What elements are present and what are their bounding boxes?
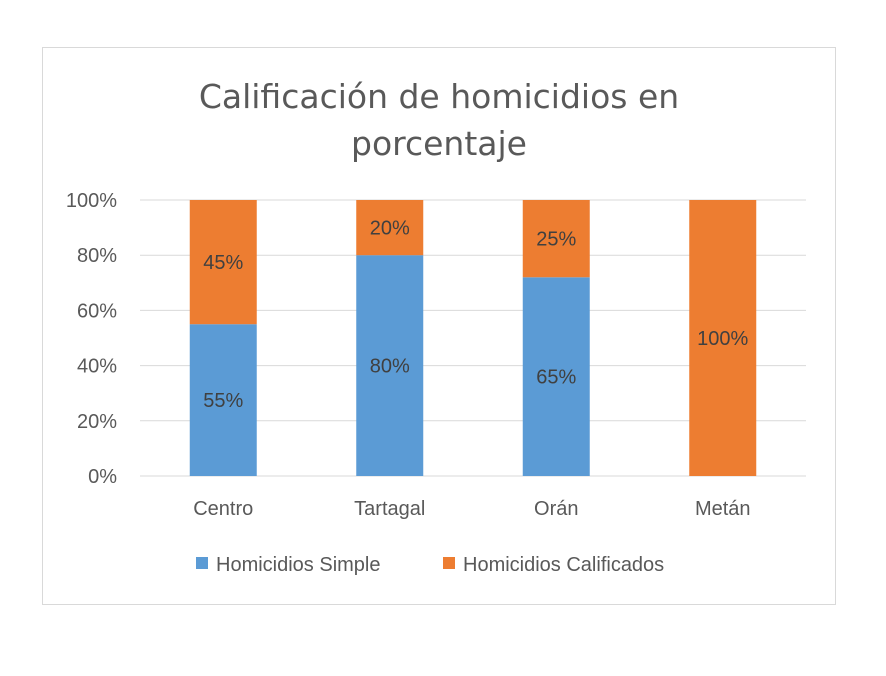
- y-tick-label: 20%: [77, 411, 117, 433]
- chart-title-line-1: Calificación de homicidios en: [199, 77, 679, 116]
- x-category-label: Tartagal: [354, 498, 425, 520]
- x-category-label: Orán: [534, 498, 578, 520]
- data-label: 80%: [370, 356, 410, 378]
- y-tick-label: 100%: [66, 190, 117, 212]
- bar-segment: [189, 324, 257, 476]
- y-tick-label: 40%: [77, 356, 117, 378]
- bar-segment: [356, 200, 424, 256]
- data-label: 25%: [536, 229, 576, 251]
- legend-label: Homicidios Calificados: [463, 554, 664, 576]
- x-category-label: Centro: [193, 498, 253, 520]
- bar-segment: [522, 200, 590, 278]
- bar-segment: [522, 277, 590, 476]
- data-label: 65%: [536, 367, 576, 389]
- data-labels: 55% 45% 80% 20% 65% 25% 100%: [203, 218, 748, 413]
- bar-segment: [689, 200, 757, 476]
- legend-label: Homicidios Simple: [216, 554, 381, 576]
- legend-swatch: [196, 557, 208, 569]
- x-category-label: Metán: [695, 498, 751, 520]
- bar-segment: [356, 255, 424, 476]
- chart-title-line-2: porcentaje: [351, 124, 527, 163]
- data-label: 100%: [697, 328, 748, 350]
- bar-segment: [189, 200, 257, 325]
- axes: 0% 20% 40% 60% 80% 100% Centro Tartagal Orán Metá…: [66, 190, 751, 520]
- data-label: 45%: [203, 252, 243, 274]
- legend-swatch: [443, 557, 455, 569]
- y-tick-label: 80%: [77, 245, 117, 267]
- data-label: 55%: [203, 390, 243, 412]
- data-label: 20%: [370, 218, 410, 240]
- y-tick-label: 0%: [88, 466, 117, 488]
- bars: [189, 200, 757, 476]
- y-tick-label: 60%: [77, 300, 117, 322]
- legend: Homicidios Simple Homicidios Calificados: [196, 554, 664, 576]
